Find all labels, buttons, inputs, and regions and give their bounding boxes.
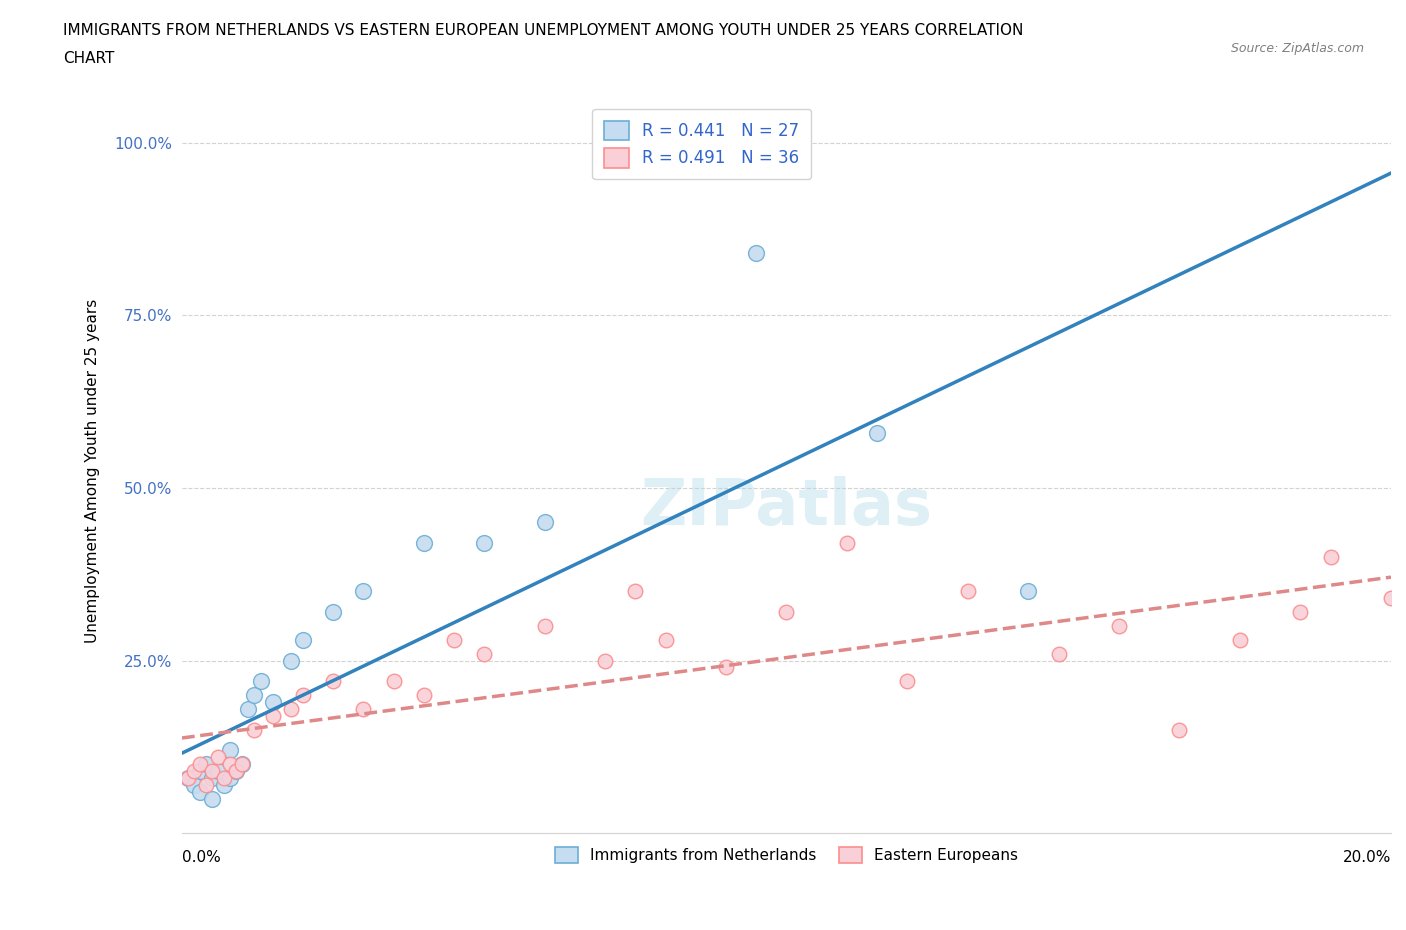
- Point: [219, 743, 242, 758]
- Point: [352, 701, 374, 716]
- Point: [714, 660, 737, 675]
- Point: [231, 757, 253, 772]
- Point: [1168, 722, 1191, 737]
- Point: [201, 764, 224, 778]
- Point: [291, 687, 314, 702]
- Point: [188, 757, 211, 772]
- Point: [382, 674, 405, 689]
- Point: [835, 536, 858, 551]
- Point: [183, 777, 205, 792]
- Point: [249, 674, 271, 689]
- Point: [262, 709, 284, 724]
- Text: CHART: CHART: [63, 51, 115, 66]
- Point: [1289, 604, 1312, 619]
- Y-axis label: Unemployment Among Youth under 25 years: Unemployment Among Youth under 25 years: [86, 299, 100, 643]
- Point: [533, 515, 555, 530]
- Point: [201, 791, 224, 806]
- Point: [177, 770, 200, 785]
- Point: [188, 764, 211, 778]
- Point: [593, 653, 616, 668]
- Point: [212, 777, 235, 792]
- Point: [207, 750, 229, 764]
- Point: [1047, 646, 1070, 661]
- Point: [225, 764, 247, 778]
- Point: [624, 584, 647, 599]
- Legend: Immigrants from Netherlands, Eastern Europeans: Immigrants from Netherlands, Eastern Eur…: [548, 841, 1025, 869]
- Point: [238, 701, 260, 716]
- Point: [866, 425, 889, 440]
- Text: ZIPatlas: ZIPatlas: [641, 476, 932, 538]
- Point: [201, 770, 224, 785]
- Point: [219, 770, 242, 785]
- Point: [219, 757, 242, 772]
- Point: [243, 722, 266, 737]
- Point: [1229, 632, 1251, 647]
- Point: [956, 584, 979, 599]
- Text: Source: ZipAtlas.com: Source: ZipAtlas.com: [1230, 42, 1364, 55]
- Point: [280, 701, 302, 716]
- Point: [280, 653, 302, 668]
- Text: 20.0%: 20.0%: [1343, 850, 1391, 865]
- Point: [1319, 550, 1341, 565]
- Point: [322, 674, 344, 689]
- Point: [1108, 618, 1130, 633]
- Point: [322, 604, 344, 619]
- Point: [207, 764, 229, 778]
- Point: [183, 764, 205, 778]
- Point: [472, 536, 495, 551]
- Point: [195, 777, 218, 792]
- Point: [177, 770, 200, 785]
- Point: [262, 695, 284, 710]
- Point: [654, 632, 676, 647]
- Point: [352, 584, 374, 599]
- Point: [472, 646, 495, 661]
- Point: [188, 784, 211, 799]
- Point: [443, 632, 465, 647]
- Point: [1379, 591, 1402, 605]
- Point: [1017, 584, 1039, 599]
- Point: [195, 757, 218, 772]
- Point: [225, 764, 247, 778]
- Point: [291, 632, 314, 647]
- Point: [412, 687, 434, 702]
- Text: IMMIGRANTS FROM NETHERLANDS VS EASTERN EUROPEAN UNEMPLOYMENT AMONG YOUTH UNDER 2: IMMIGRANTS FROM NETHERLANDS VS EASTERN E…: [63, 23, 1024, 38]
- Point: [212, 770, 235, 785]
- Point: [745, 246, 768, 260]
- Point: [533, 618, 555, 633]
- Point: [775, 604, 797, 619]
- Point: [231, 757, 253, 772]
- Point: [412, 536, 434, 551]
- Point: [243, 687, 266, 702]
- Point: [896, 674, 918, 689]
- Text: 0.0%: 0.0%: [181, 850, 221, 865]
